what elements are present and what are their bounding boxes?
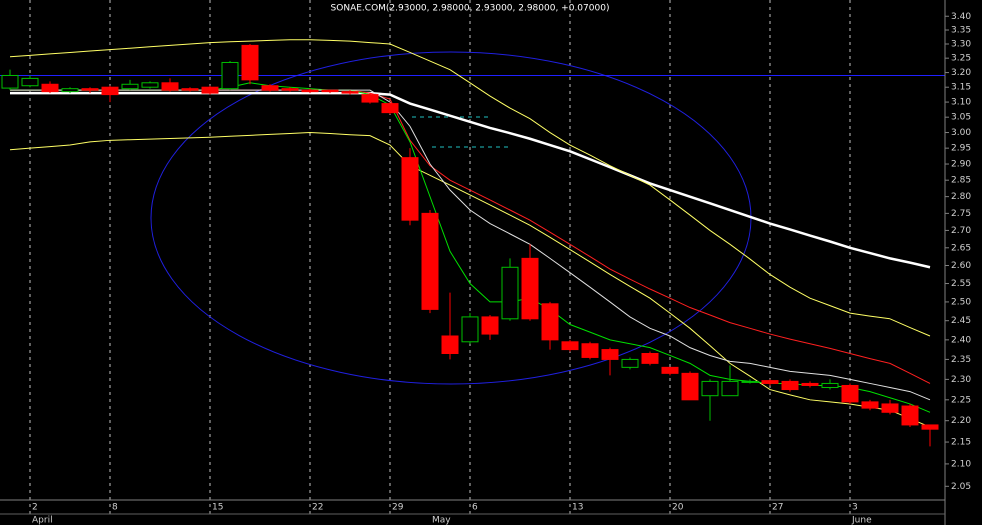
- x-tick-label: 27: [772, 503, 783, 513]
- candle-body: [221, 61, 239, 90]
- y-tick-label: 2.05: [951, 482, 971, 492]
- candle-body: [281, 88, 299, 91]
- x-tick-label: 29: [392, 503, 404, 513]
- axis-layer: 2.05 2.10 2.15 2.20 2.25 2.30 2.35 2.40 2.45 2.50…: [32, 12, 971, 525]
- y-tick-label: 2.75: [951, 209, 971, 219]
- chart-title: SONAE.COM(2.93000, 2.98000, 2.93000, 2.9…: [331, 4, 610, 14]
- candle-body: [341, 91, 359, 94]
- month-label: June: [851, 516, 872, 525]
- candle-body: [241, 44, 259, 81]
- candle-body: [541, 303, 559, 341]
- candle-body: [661, 366, 679, 374]
- x-tick-label: 20: [672, 503, 684, 513]
- x-tick-label: 3: [852, 503, 858, 513]
- candle-body: [741, 380, 759, 383]
- y-tick-label: 3.35: [951, 26, 971, 36]
- y-tick-label: 2.90: [951, 160, 971, 170]
- candle-body: [41, 83, 59, 93]
- candle-body: [801, 382, 819, 386]
- candle-body: [141, 82, 159, 88]
- candle-body: [441, 335, 459, 355]
- overlay-line: [9, 39, 931, 337]
- candle-body: [921, 424, 939, 430]
- y-tick-label: 3.15: [951, 83, 971, 93]
- candle-body: [201, 86, 219, 94]
- candle-body: [481, 316, 499, 335]
- candle-body: [561, 341, 579, 351]
- candle-body: [581, 343, 599, 358]
- candle-body: [1, 74, 19, 89]
- overlay-line: [9, 132, 931, 428]
- month-label: April: [32, 516, 53, 525]
- x-tick-label: 15: [212, 503, 223, 513]
- candle-body: [61, 88, 79, 93]
- y-tick-label: 2.65: [951, 243, 971, 253]
- y-tick-label: 3.25: [951, 54, 971, 64]
- candle-body: [761, 380, 779, 384]
- candle-body: [361, 94, 379, 103]
- candle-body: [821, 382, 839, 389]
- candle-body: [621, 358, 639, 368]
- y-tick-label: 3.10: [951, 98, 971, 108]
- y-tick-label: 2.25: [951, 395, 971, 405]
- candle-body: [101, 86, 119, 96]
- y-tick-label: 3.05: [951, 113, 971, 123]
- candle-body: [701, 380, 719, 397]
- y-tick-label: 2.95: [951, 144, 971, 154]
- candle-body: [781, 380, 799, 391]
- y-tick-label: 2.60: [951, 261, 971, 271]
- candle-body: [501, 266, 519, 320]
- y-tick-label: 3.20: [951, 68, 971, 78]
- candle-body: [721, 380, 739, 397]
- candle-body: [421, 212, 439, 310]
- y-tick-label: 2.85: [951, 176, 971, 186]
- candle-body: [881, 403, 899, 413]
- grid-layer: [29, 0, 851, 514]
- y-tick-label: 3.00: [951, 128, 971, 138]
- candle-body: [901, 405, 919, 426]
- month-label: May: [432, 516, 451, 525]
- y-tick-label: 2.40: [951, 335, 971, 345]
- candle-body: [321, 89, 339, 93]
- candle-body: [261, 85, 279, 91]
- candle-body: [401, 157, 419, 221]
- candle-body: [681, 372, 699, 401]
- y-tick-label: 3.40: [951, 12, 971, 22]
- candle-body: [461, 316, 479, 343]
- candle-body: [841, 384, 859, 403]
- candle-body: [21, 77, 39, 87]
- candle-body: [861, 401, 879, 409]
- candle-body: [601, 349, 619, 360]
- overlay-line: [10, 91, 931, 269]
- candle-body: [641, 353, 659, 364]
- x-tick-label: 2: [32, 503, 38, 513]
- y-tick-label: 2.35: [951, 355, 971, 365]
- candle-layer: [1, 43, 939, 447]
- x-tick-label: 6: [472, 503, 478, 513]
- y-tick-label: 2.15: [951, 438, 971, 448]
- y-tick-label: 2.30: [951, 375, 971, 385]
- y-tick-label: 2.45: [951, 316, 971, 326]
- y-tick-label: 2.70: [951, 226, 971, 236]
- y-tick-label: 3.30: [951, 39, 971, 49]
- y-tick-label: 2.10: [951, 459, 971, 469]
- y-tick-label: 2.50: [951, 297, 971, 307]
- candle-body: [521, 257, 539, 320]
- y-tick-label: 2.55: [951, 279, 971, 289]
- candle-body: [181, 88, 199, 91]
- x-tick-label: 22: [312, 503, 323, 513]
- y-tick-label: 2.80: [951, 192, 971, 202]
- candle-body: [301, 89, 319, 93]
- x-tick-label: 13: [572, 503, 583, 513]
- candle-body: [81, 88, 99, 91]
- candle-body: [381, 103, 399, 114]
- x-tick-label: 8: [112, 503, 118, 513]
- candle-body: [121, 83, 139, 90]
- y-tick-label: 2.20: [951, 416, 971, 426]
- candle-body: [161, 82, 179, 91]
